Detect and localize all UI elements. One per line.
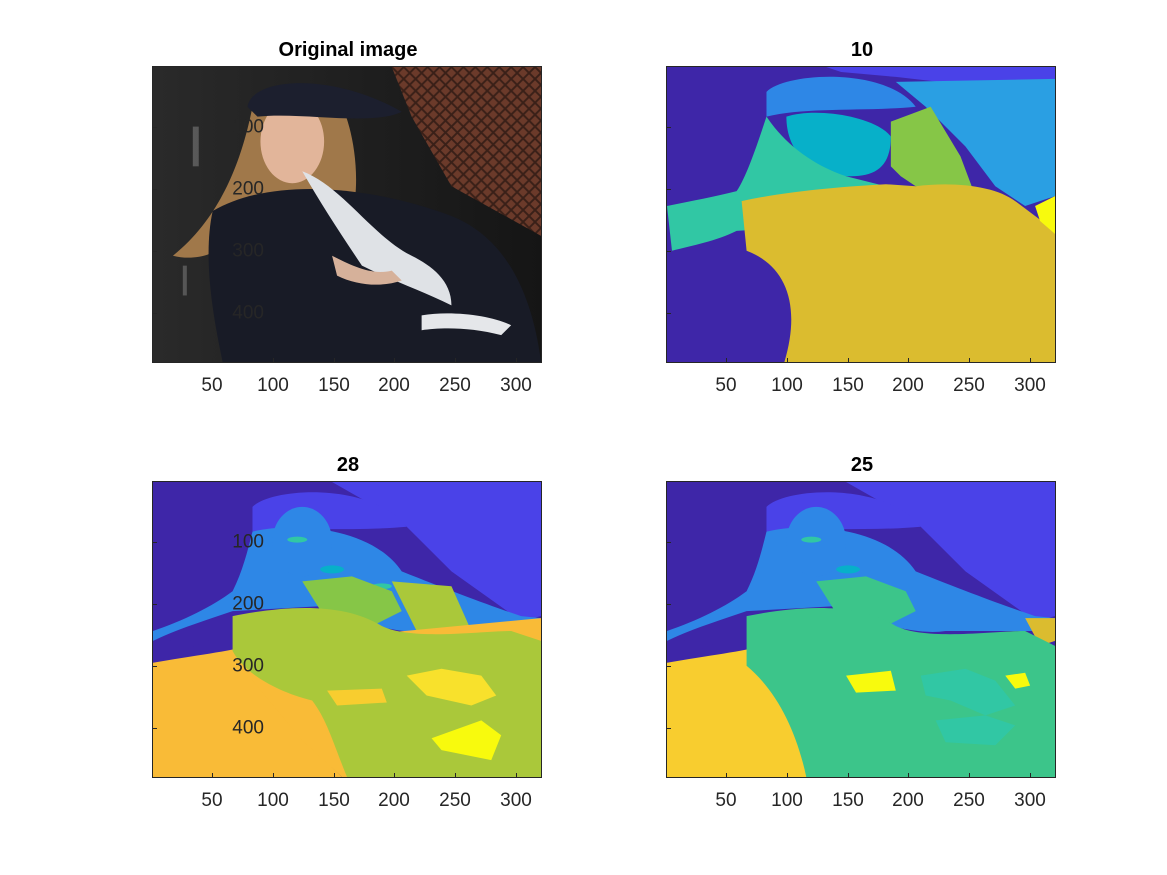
x-tick-mark xyxy=(908,773,909,777)
segmentation-image xyxy=(667,482,1055,777)
y-tick-mark xyxy=(667,313,671,314)
image-axes xyxy=(152,481,542,778)
x-tick-mark xyxy=(969,358,970,362)
x-tick-mark xyxy=(455,773,456,777)
x-tick-mark xyxy=(969,773,970,777)
x-tick-mark xyxy=(1030,358,1031,362)
subplot-title: Original image xyxy=(278,39,418,61)
x-tick-label: 200 xyxy=(892,375,924,396)
y-tick-mark xyxy=(667,127,671,128)
y-tick-mark xyxy=(153,127,157,128)
x-tick-label: 50 xyxy=(201,790,223,811)
x-tick-mark xyxy=(516,773,517,777)
x-tick-mark xyxy=(334,358,335,362)
x-tick-label: 100 xyxy=(257,790,289,811)
x-tick-label: 100 xyxy=(257,375,289,396)
x-tick-label: 150 xyxy=(318,375,350,396)
x-tick-mark xyxy=(394,358,395,362)
x-tick-label: 250 xyxy=(953,375,985,396)
x-tick-mark xyxy=(394,773,395,777)
x-tick-mark xyxy=(212,358,213,362)
y-tick-mark xyxy=(153,313,157,314)
y-tick-mark xyxy=(667,728,671,729)
x-tick-mark xyxy=(273,358,274,362)
x-tick-label: 200 xyxy=(378,375,410,396)
x-tick-mark xyxy=(1030,773,1031,777)
y-tick-label: 100 xyxy=(232,531,264,553)
y-tick-label: 100 xyxy=(232,116,264,138)
segmentation-image xyxy=(667,67,1055,362)
subplot-title: 28 xyxy=(336,454,360,476)
y-tick-label: 200 xyxy=(232,593,264,615)
x-tick-label: 250 xyxy=(439,375,471,396)
y-tick-mark xyxy=(153,666,157,667)
x-tick-label: 200 xyxy=(892,790,924,811)
y-tick-mark xyxy=(667,604,671,605)
image-axes xyxy=(666,481,1056,778)
y-tick-label: 300 xyxy=(232,655,264,677)
x-tick-mark xyxy=(787,358,788,362)
x-tick-mark xyxy=(908,358,909,362)
y-tick-mark xyxy=(667,542,671,543)
x-tick-mark xyxy=(787,773,788,777)
x-tick-label: 150 xyxy=(832,790,864,811)
y-tick-label: 400 xyxy=(232,302,264,324)
x-tick-mark xyxy=(334,773,335,777)
x-tick-mark xyxy=(516,358,517,362)
x-tick-label: 50 xyxy=(715,790,737,811)
y-tick-mark xyxy=(153,189,157,190)
x-tick-label: 250 xyxy=(439,790,471,811)
x-tick-mark xyxy=(848,358,849,362)
x-tick-label: 300 xyxy=(500,790,532,811)
y-tick-mark xyxy=(153,604,157,605)
x-tick-label: 50 xyxy=(201,375,223,396)
y-tick-label: 300 xyxy=(232,240,264,262)
y-tick-mark xyxy=(153,728,157,729)
x-tick-label: 250 xyxy=(953,790,985,811)
x-tick-label: 200 xyxy=(378,790,410,811)
y-tick-mark xyxy=(667,189,671,190)
x-tick-label: 150 xyxy=(832,375,864,396)
segmentation-image xyxy=(153,482,541,777)
x-tick-label: 100 xyxy=(771,375,803,396)
x-tick-label: 300 xyxy=(500,375,532,396)
y-tick-mark xyxy=(667,666,671,667)
x-tick-label: 50 xyxy=(715,375,737,396)
subplot-title: 10 xyxy=(850,39,874,61)
subplot-title: 25 xyxy=(850,454,874,476)
x-tick-mark xyxy=(726,358,727,362)
y-tick-mark xyxy=(153,542,157,543)
x-tick-label: 300 xyxy=(1014,375,1046,396)
y-tick-label: 400 xyxy=(232,717,264,739)
x-tick-mark xyxy=(273,773,274,777)
y-tick-label: 200 xyxy=(232,178,264,200)
x-tick-mark xyxy=(726,773,727,777)
x-tick-mark xyxy=(212,773,213,777)
y-tick-mark xyxy=(667,251,671,252)
x-tick-label: 300 xyxy=(1014,790,1046,811)
x-tick-label: 100 xyxy=(771,790,803,811)
x-tick-mark xyxy=(848,773,849,777)
image-axes xyxy=(152,66,542,363)
x-tick-mark xyxy=(455,358,456,362)
x-tick-label: 150 xyxy=(318,790,350,811)
image-axes xyxy=(666,66,1056,363)
y-tick-mark xyxy=(153,251,157,252)
photo-image xyxy=(153,67,541,362)
